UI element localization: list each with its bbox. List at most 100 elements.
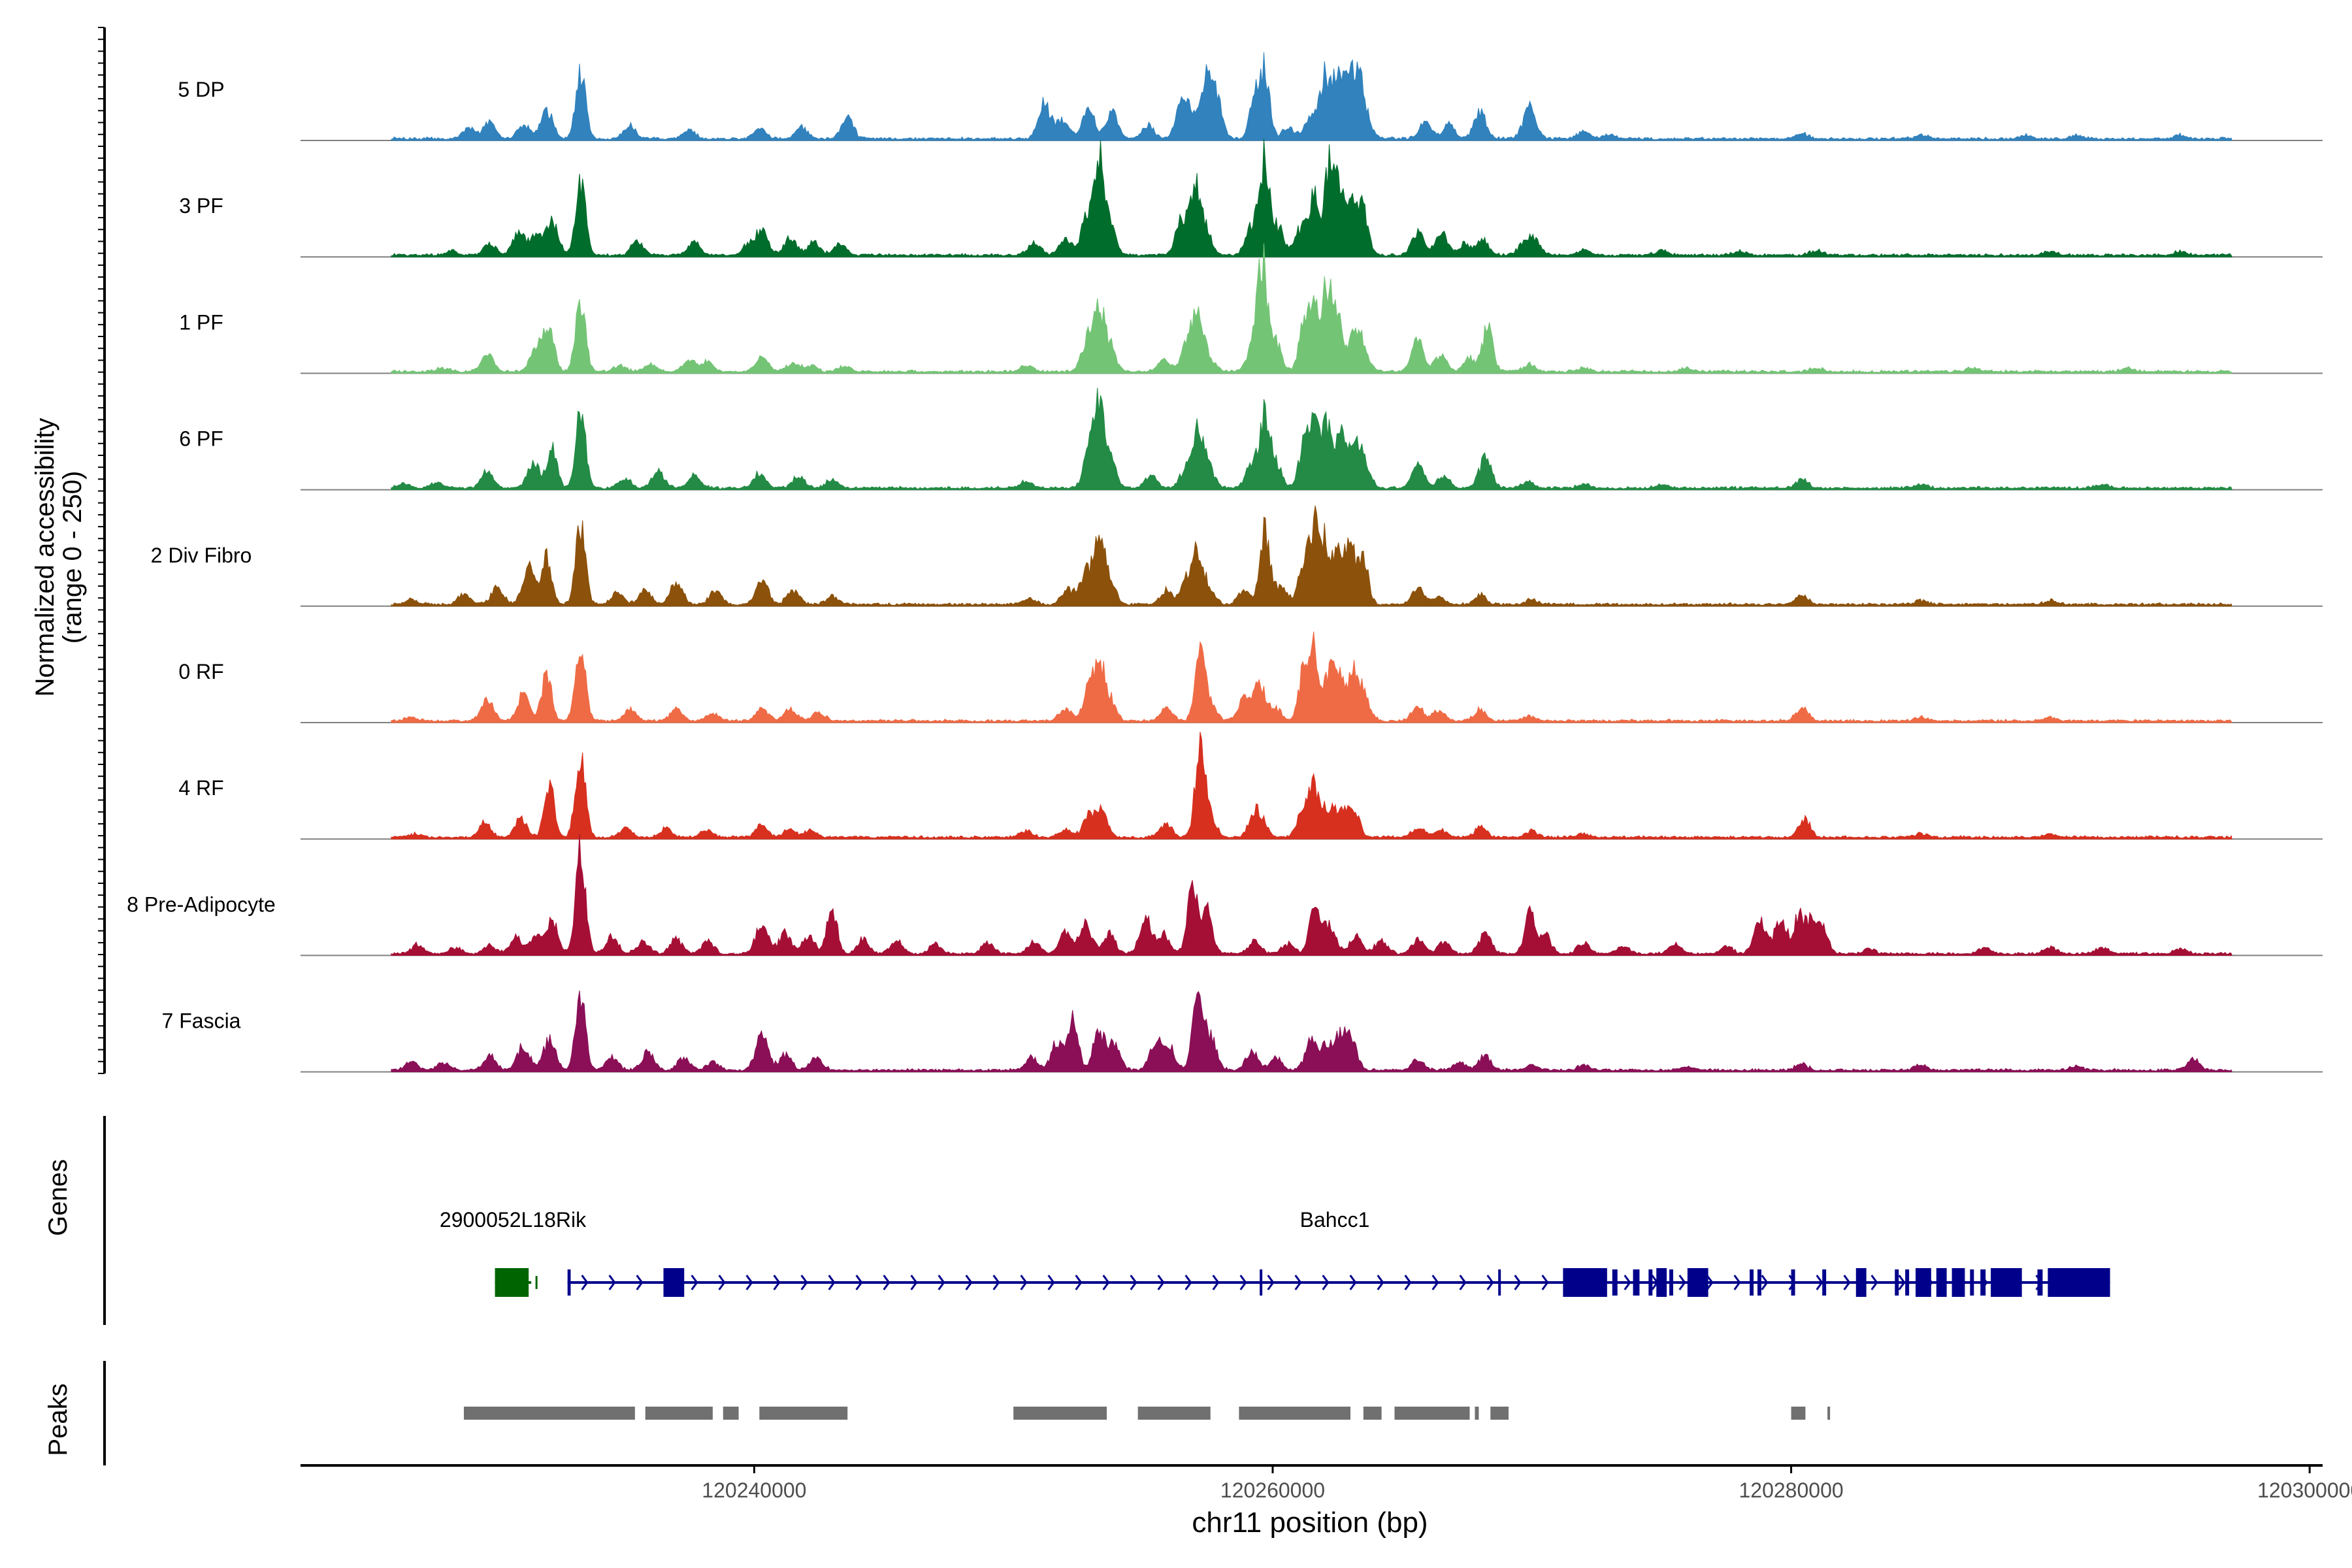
gene-exon <box>1563 1268 1607 1297</box>
coverage-area <box>391 732 2232 840</box>
coverage-area <box>391 387 2232 491</box>
strand-arrow <box>883 1275 890 1290</box>
track-label: 3 PF <box>179 194 223 218</box>
gene-exon <box>1895 1269 1899 1296</box>
peak-region <box>1137 1407 1211 1420</box>
strand-arrow <box>1377 1275 1384 1290</box>
gene-exon <box>1855 1268 1867 1297</box>
strand-arrow <box>608 1275 616 1290</box>
gene-annotation-panel: 2900052L18Rik Bahcc1 <box>103 1116 2110 1325</box>
peaks-panel-label: Peaks <box>44 1383 73 1456</box>
gene-model: Bahcc1 <box>567 1208 2110 1297</box>
peak-regions-panel <box>103 1361 1831 1465</box>
strand-arrow <box>965 1275 973 1290</box>
track-label: 0 RF <box>178 660 223 683</box>
genes-panel-label: Genes <box>44 1159 73 1236</box>
peak-region <box>1394 1407 1470 1420</box>
gene-exon <box>2048 1268 2110 1297</box>
gene-exon <box>1648 1269 1653 1296</box>
strand-arrow <box>745 1275 753 1290</box>
gene-exon <box>1916 1268 1931 1297</box>
gene-exon <box>2037 1269 2043 1296</box>
gene-exon <box>1656 1268 1667 1297</box>
coverage-area <box>391 834 2232 956</box>
gene-exon <box>1791 1269 1795 1296</box>
track-label: 6 PF <box>179 427 223 451</box>
strand-arrow <box>1184 1275 1192 1290</box>
coverage-track: 0 RF <box>178 631 2323 723</box>
gene-exon <box>1936 1268 1947 1297</box>
strand-arrow <box>855 1275 863 1290</box>
strand-arrow <box>1843 1275 1851 1290</box>
strand-arrow <box>1541 1275 1549 1290</box>
gene-exon <box>495 1268 529 1297</box>
coverage-track: 7 Fascia <box>162 990 2323 1073</box>
gene-exon <box>1260 1269 1263 1296</box>
track-label: 4 RF <box>178 776 223 800</box>
coverage-track: 4 RF <box>178 732 2323 840</box>
gene-exon <box>1822 1269 1827 1296</box>
peak-region <box>723 1407 739 1420</box>
track-label: 2 Div Fibro <box>151 544 252 567</box>
coverage-area <box>391 139 2232 257</box>
coverage-track: 8 Pre-Adipocyte <box>127 834 2323 956</box>
strand-arrow <box>800 1275 808 1290</box>
track-label: 1 PF <box>179 310 223 334</box>
x-axis-label: chr11 position (bp) <box>1192 1507 1428 1539</box>
x-axis: 120240000 120260000 120280000 120300000 <box>301 1464 2352 1502</box>
strand-arrow <box>1816 1275 1823 1290</box>
gene-exon <box>1612 1269 1618 1296</box>
strand-arrow <box>1486 1275 1494 1290</box>
strand-arrow <box>718 1275 726 1290</box>
strand-arrow <box>1212 1275 1220 1290</box>
track-label: 8 Pre-Adipocyte <box>127 892 276 916</box>
coverage-area <box>391 505 2232 607</box>
gene-exon <box>567 1269 571 1296</box>
strand-arrow <box>1130 1275 1137 1290</box>
gene-exon <box>1757 1269 1761 1296</box>
gene-model: 2900052L18Rik <box>440 1208 587 1297</box>
strand-arrow <box>1267 1275 1275 1290</box>
x-tick-label: 120260000 <box>1220 1478 1325 1502</box>
strand-arrow <box>581 1275 589 1290</box>
strand-arrow <box>1102 1275 1110 1290</box>
gene-exon <box>1980 1269 1986 1296</box>
gene-exon <box>663 1268 685 1297</box>
peak-region <box>1013 1407 1107 1420</box>
peak-region <box>463 1407 635 1420</box>
peak-region <box>645 1407 713 1420</box>
y-axis-label-line2: (range 0 - 250) <box>58 471 87 644</box>
peak-region <box>1475 1407 1479 1420</box>
strand-arrow <box>1322 1275 1330 1290</box>
gene-exon <box>1991 1268 2022 1297</box>
coverage-track: 5 DP <box>178 52 2323 141</box>
y-axis-label-line1: Normalized accessibility <box>31 418 59 697</box>
gene-exon <box>1633 1269 1640 1296</box>
strand-arrow <box>1020 1275 1028 1290</box>
strand-arrow <box>938 1275 945 1290</box>
track-label: 5 DP <box>178 78 224 101</box>
peak-region <box>1239 1407 1351 1420</box>
strand-arrow <box>1075 1275 1083 1290</box>
strand-arrow <box>828 1275 836 1290</box>
strand-arrow <box>691 1275 698 1290</box>
gene-exon <box>1687 1268 1708 1297</box>
peak-region <box>1363 1407 1382 1420</box>
x-tick-label: 120280000 <box>1739 1478 1843 1502</box>
strand-arrow <box>1898 1275 1906 1290</box>
peak-region <box>1791 1407 1806 1420</box>
strand-arrow <box>636 1275 644 1290</box>
coverage-area <box>391 990 2232 1073</box>
strand-arrow <box>1514 1275 1522 1290</box>
strand-arrow <box>1157 1275 1165 1290</box>
x-tick-label: 120240000 <box>702 1478 806 1502</box>
coverage-track: 2 Div Fibro <box>151 505 2323 607</box>
strand-arrow <box>1459 1275 1467 1290</box>
coverage-area <box>391 243 2232 374</box>
strand-arrow <box>1733 1275 1741 1290</box>
gene-exon <box>1905 1269 1910 1296</box>
gene-exon <box>1970 1269 1974 1296</box>
gene-name-label: 2900052L18Rik <box>440 1208 587 1232</box>
gene-exon <box>1669 1269 1674 1296</box>
coverage-area <box>391 52 2232 141</box>
